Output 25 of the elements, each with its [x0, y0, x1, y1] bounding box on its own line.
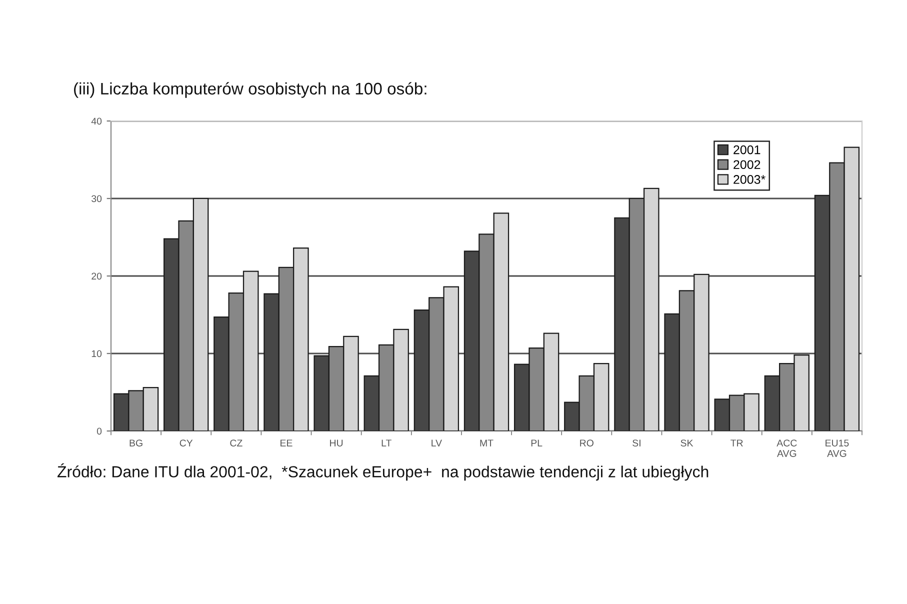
legend-label: 2003*: [734, 175, 766, 184]
x-tick-label: BG: [130, 440, 142, 446]
x-tick-label: RO: [580, 440, 594, 446]
x-tick-label: CY: [180, 440, 193, 446]
x-tick-label: PL: [531, 440, 542, 446]
y-tick-label: 30: [92, 195, 102, 202]
text: Źródło: Dane ITU dla 2001-02, *Szacunek eEurope+ na podstawie tendencji z lat ubiegłych: [58, 463, 708, 481]
x-tick-label: SI: [632, 440, 640, 446]
y-tick-label: 0: [96, 428, 102, 435]
legend-label: 2002: [734, 160, 760, 170]
x-tick-label: EE: [280, 440, 292, 446]
x-tick-label: SK: [680, 440, 694, 446]
y-tick-label: 10: [92, 350, 102, 358]
y-tick-label: 40: [91, 118, 102, 125]
y-tick-label: 20: [92, 272, 102, 280]
x-tick-label: MT: [480, 440, 494, 446]
x-tick-label: CZ: [230, 440, 242, 446]
x-tick-label: LT: [382, 440, 392, 446]
x-tick-label: ACC AVG: [776, 440, 797, 457]
chart-title: (iii) Liczba komputerów osobistych na 100 osób:: [74, 82, 426, 98]
x-tick-label: TR: [730, 440, 743, 446]
legend-label: 2001: [734, 145, 760, 154]
x-tick-label: HU: [330, 440, 343, 446]
x-tick-label: EU15 AVG: [826, 440, 849, 457]
x-tick-label: LV: [432, 440, 442, 446]
